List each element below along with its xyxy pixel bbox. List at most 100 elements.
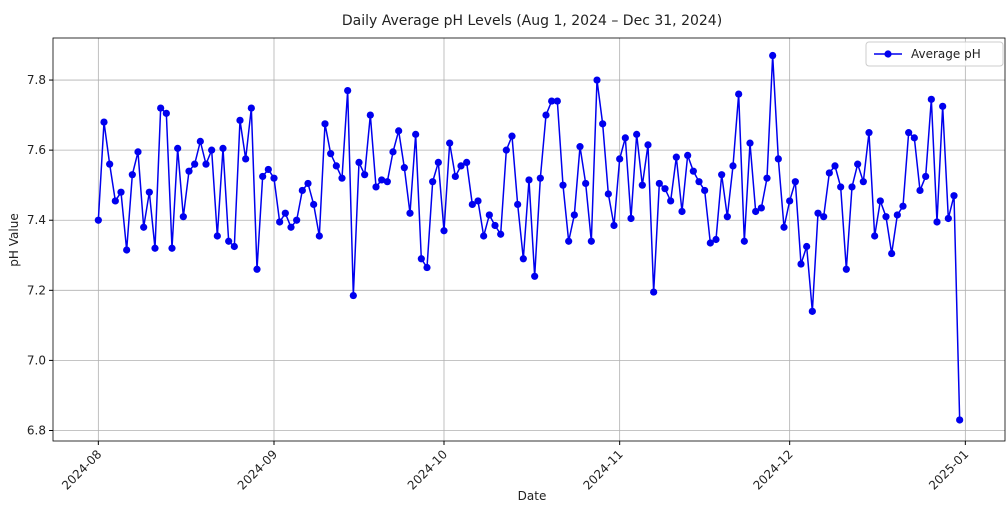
point xyxy=(128,171,136,179)
point xyxy=(400,164,408,172)
point xyxy=(582,179,590,188)
point xyxy=(230,242,238,251)
point xyxy=(100,118,108,126)
point xyxy=(468,200,476,209)
point xyxy=(797,260,805,268)
point xyxy=(202,160,210,168)
point xyxy=(145,188,153,196)
point xyxy=(695,178,703,186)
point xyxy=(429,178,437,186)
point xyxy=(956,416,964,424)
chart-title: Daily Average pH Levels (Aug 1, 2024 – D… xyxy=(342,13,722,29)
point xyxy=(576,143,584,151)
point xyxy=(899,202,907,210)
legend-label: Average pH xyxy=(911,47,981,61)
point xyxy=(525,176,533,184)
point xyxy=(746,139,754,147)
point xyxy=(213,232,221,240)
point xyxy=(491,221,499,230)
point xyxy=(378,176,386,184)
point xyxy=(616,155,624,163)
point xyxy=(837,183,845,191)
point xyxy=(678,207,686,216)
point xyxy=(933,218,941,226)
y-tick-label: 7.2 xyxy=(27,283,46,297)
point xyxy=(315,232,323,240)
point xyxy=(191,160,199,168)
point xyxy=(440,227,448,235)
point xyxy=(185,167,193,175)
point xyxy=(893,211,901,219)
point xyxy=(412,130,420,138)
point xyxy=(304,179,312,188)
y-axis-label: pH Value xyxy=(7,213,21,266)
point xyxy=(723,213,731,221)
point xyxy=(349,291,357,300)
x-tick-label: 2024-08 xyxy=(59,447,104,492)
point xyxy=(553,97,561,105)
point xyxy=(106,160,114,168)
point xyxy=(831,162,839,170)
point xyxy=(287,223,295,231)
point xyxy=(123,246,131,254)
point xyxy=(406,209,414,217)
point xyxy=(508,132,516,140)
point xyxy=(820,213,828,221)
point xyxy=(542,111,550,119)
point xyxy=(706,239,714,247)
x-axis-label: Date xyxy=(518,489,547,503)
point xyxy=(910,134,918,142)
point xyxy=(718,171,726,179)
point xyxy=(321,120,329,128)
point xyxy=(338,174,346,182)
point xyxy=(276,218,284,226)
point xyxy=(519,255,527,263)
legend xyxy=(865,41,1004,67)
point xyxy=(876,197,884,205)
point xyxy=(944,214,952,223)
y-tick-label: 7.8 xyxy=(27,73,46,87)
point xyxy=(474,197,482,205)
point xyxy=(502,146,510,154)
point xyxy=(604,190,612,198)
point xyxy=(383,178,391,186)
point xyxy=(672,153,680,161)
point xyxy=(871,232,879,240)
x-tick-label: 2024-10 xyxy=(405,447,450,492)
y-tick-label: 7.4 xyxy=(27,213,46,227)
point xyxy=(950,192,958,200)
point xyxy=(168,244,176,252)
y-tick-label: 7.0 xyxy=(27,353,46,367)
point xyxy=(463,158,471,167)
point xyxy=(621,134,629,142)
y-tick-label: 7.6 xyxy=(27,143,46,157)
point xyxy=(270,174,278,182)
point xyxy=(140,223,148,231)
point xyxy=(752,207,760,216)
x-tick-label: 2024-11 xyxy=(580,447,625,492)
point xyxy=(372,183,380,191)
point xyxy=(395,127,403,135)
x-tick-label: 2024-09 xyxy=(235,447,280,492)
point xyxy=(179,213,187,221)
point xyxy=(808,307,816,315)
point xyxy=(854,160,862,168)
point xyxy=(774,155,782,163)
point xyxy=(423,263,431,272)
point xyxy=(531,272,539,280)
point xyxy=(259,172,267,181)
x-tick-label: 2025-01 xyxy=(926,447,971,492)
point xyxy=(780,223,788,231)
point xyxy=(712,235,720,244)
point xyxy=(684,151,692,159)
point xyxy=(219,144,227,152)
point xyxy=(842,265,850,273)
point xyxy=(174,144,182,152)
point xyxy=(859,178,867,186)
point xyxy=(332,162,340,170)
point xyxy=(599,120,607,128)
point xyxy=(814,209,822,217)
point xyxy=(729,162,737,170)
point xyxy=(247,104,255,112)
point xyxy=(236,116,244,124)
